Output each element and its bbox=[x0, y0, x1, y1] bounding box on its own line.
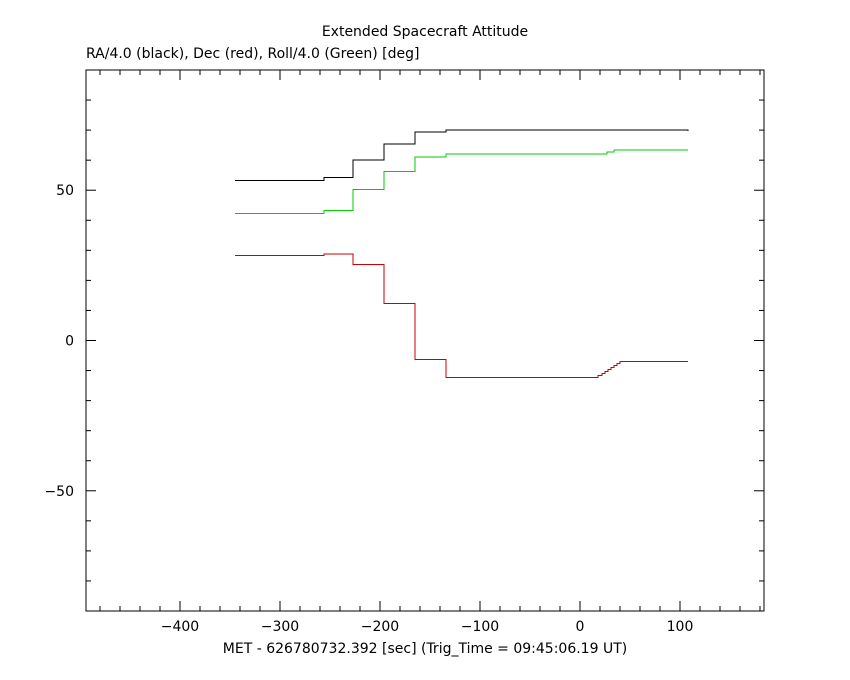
x-tick-label: −200 bbox=[361, 619, 399, 635]
tick-labels: −400 −300 −200 −100 0 100 −50 0 50 bbox=[44, 183, 693, 635]
chart-title: Extended Spacecraft Attitude bbox=[321, 24, 529, 40]
plot-frame bbox=[85, 69, 765, 612]
series-line-3 bbox=[235, 253, 688, 378]
series-lines bbox=[235, 129, 689, 378]
y-tick-label: 50 bbox=[56, 183, 74, 199]
chart-subtitle: RA/4.0 (black), Dec (red), Roll/4.0 (Gre… bbox=[86, 46, 420, 62]
y-tick-label: −50 bbox=[44, 484, 74, 500]
x-axis-label: MET - 626780732.392 [sec] (Trig_Time = 0… bbox=[222, 641, 628, 657]
series-line-1 bbox=[235, 129, 689, 181]
x-tick-label: 0 bbox=[576, 619, 585, 635]
x-tick-label: 100 bbox=[667, 619, 694, 635]
minor-ticks bbox=[86, 70, 764, 611]
series-line-2 bbox=[235, 149, 688, 214]
y-tick-label: 0 bbox=[65, 334, 74, 350]
major-ticks bbox=[86, 70, 764, 611]
x-tick-label: −300 bbox=[261, 619, 299, 635]
x-tick-label: −400 bbox=[161, 619, 199, 635]
x-tick-label: −100 bbox=[461, 619, 499, 635]
